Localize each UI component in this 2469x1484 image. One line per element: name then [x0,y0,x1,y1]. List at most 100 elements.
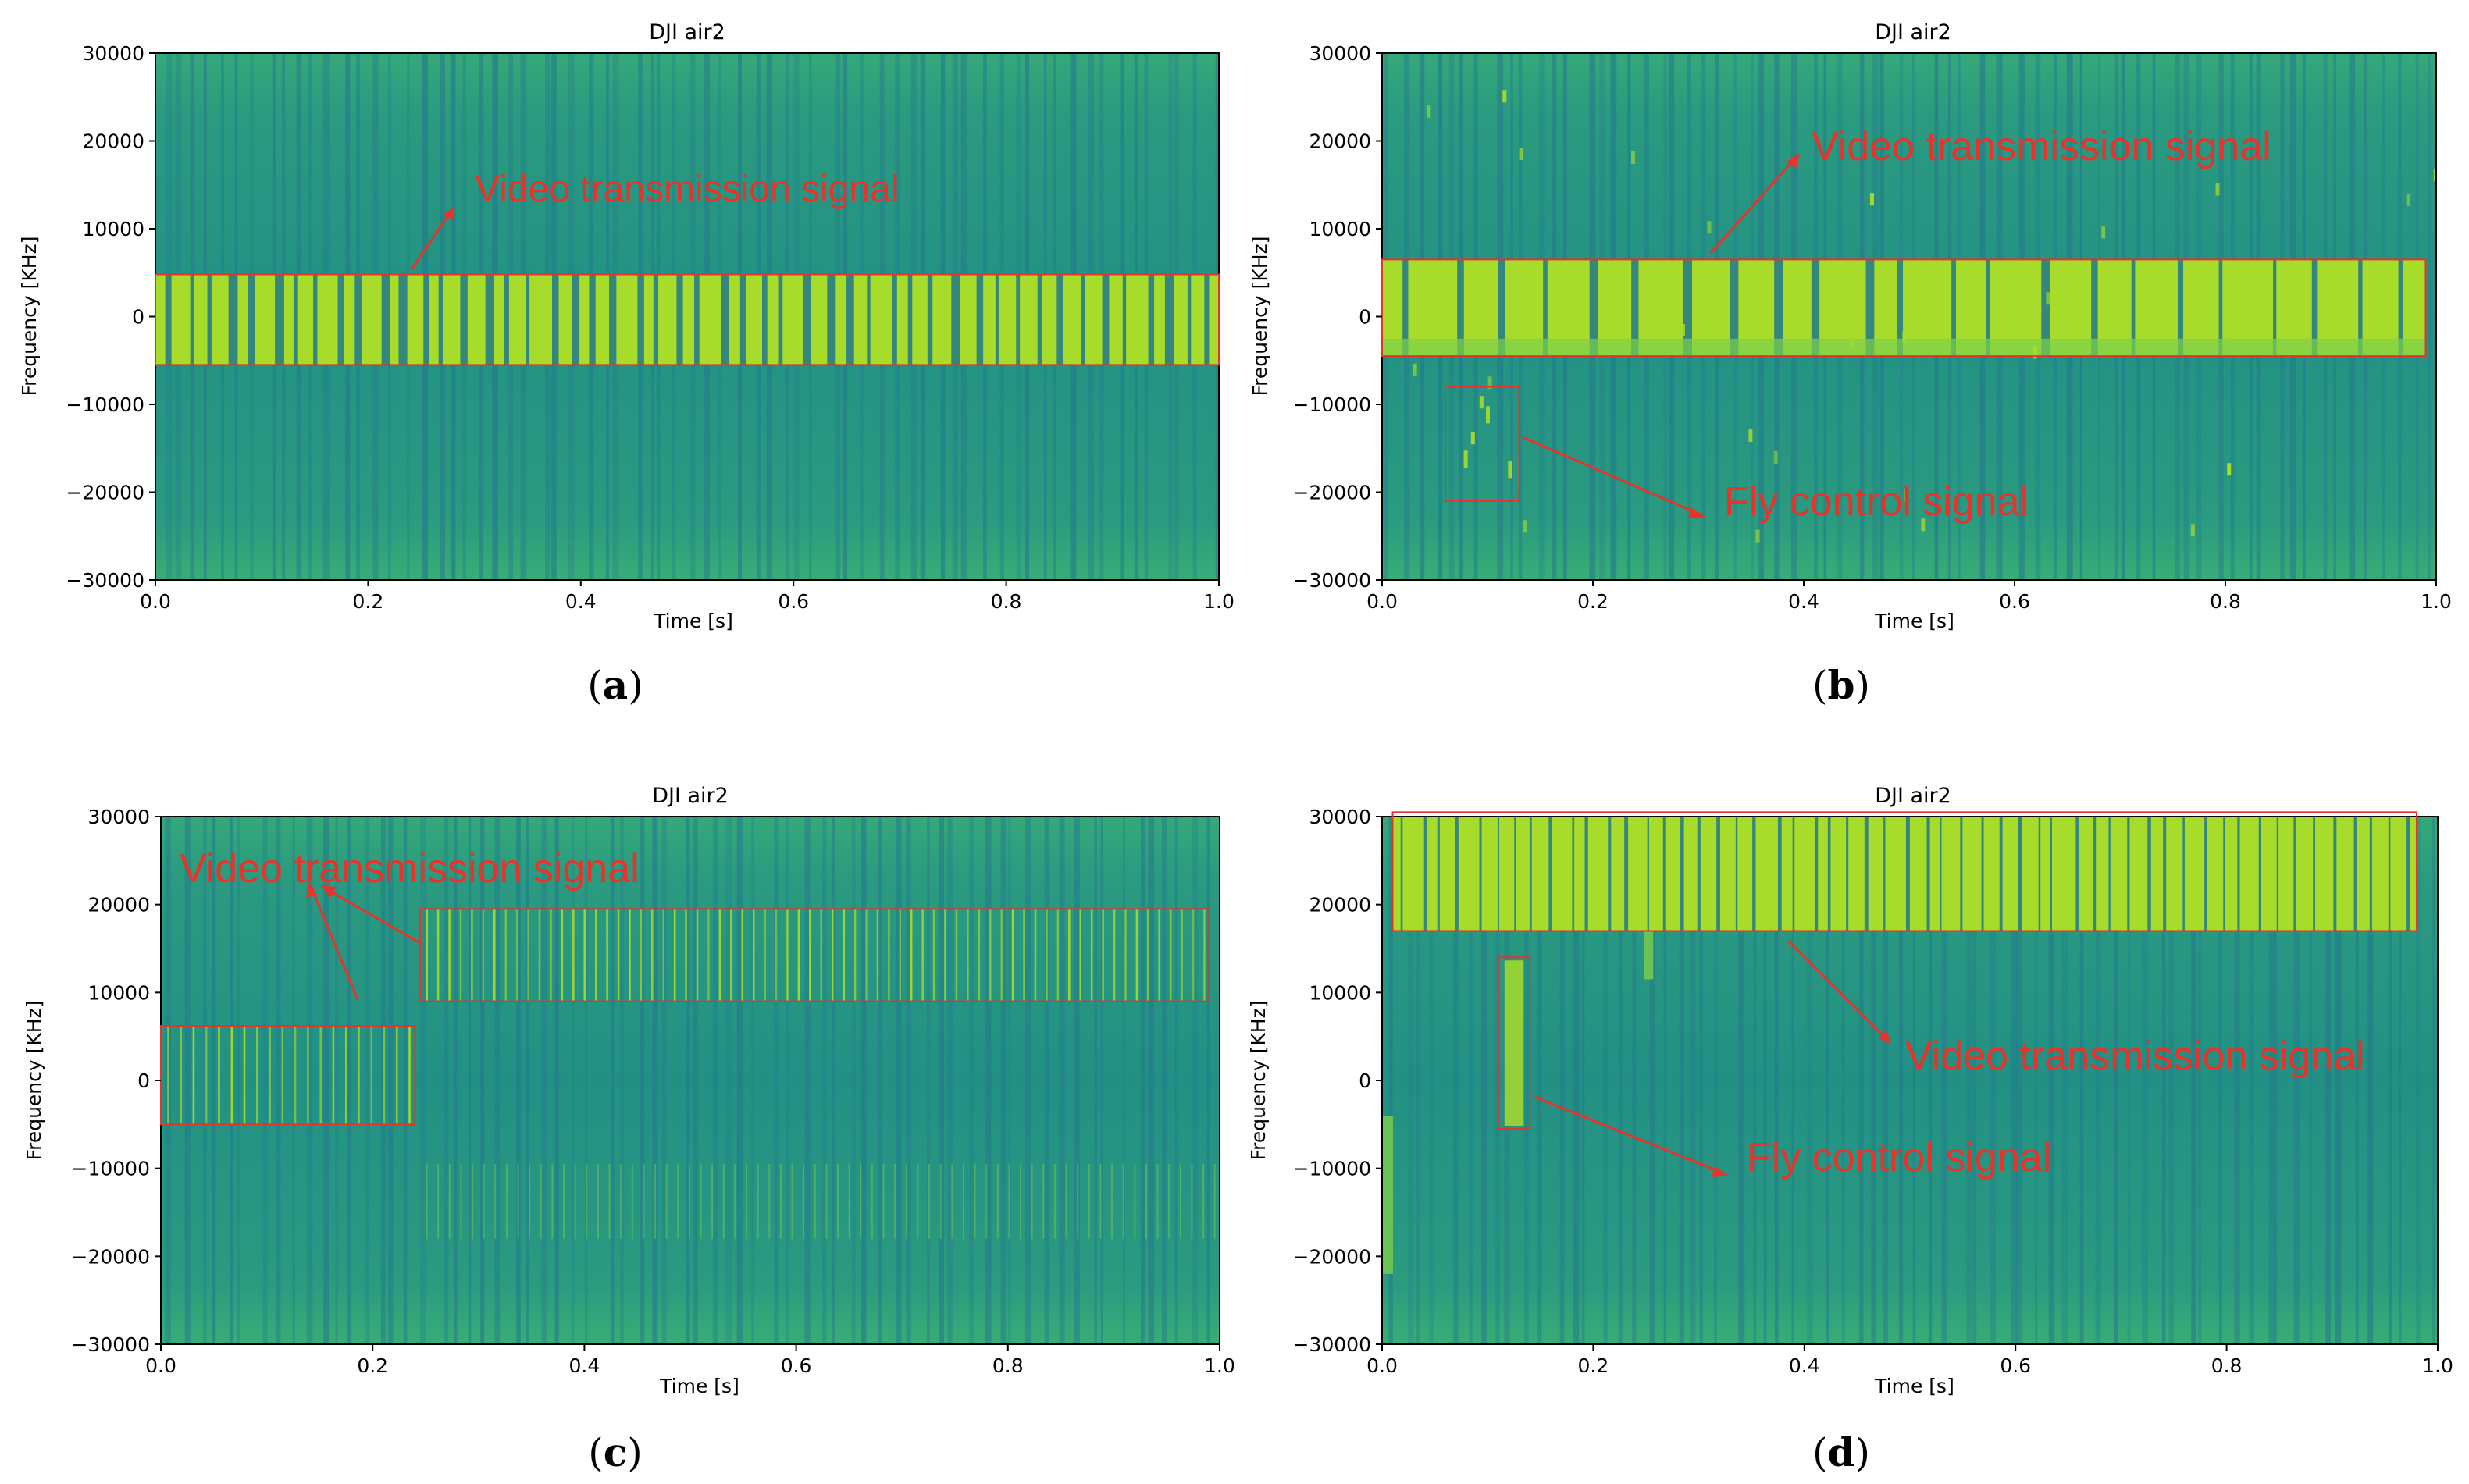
panel-c-lower-pulse [437,1164,440,1239]
panel-b-signal-gap [1543,259,1548,357]
panel-c-signal-pulse [831,909,834,1002]
panel-c-signal-pulse [370,1026,372,1125]
panel-c-signal-pulse [426,909,428,1002]
panel-d-bg-column [2309,817,2313,1344]
panel-c-lower-pulse [803,1164,805,1239]
panel-b-caption: (b) [1812,662,1870,708]
panel-c-bg-column [620,817,625,1344]
panel-a-signal-gap [693,274,700,365]
panel-c-signal-pulse [230,1026,233,1125]
panel-b-bright-dot [1413,363,1417,376]
panel-d-bg-column [2218,817,2222,1344]
panel-b-ytick-label: −20000 [1293,482,1371,504]
panel-c-signal-pulse [561,909,564,1002]
panel-c-signal-pulse [459,909,462,1002]
panel-a-signal-gap [676,274,683,365]
panel-b-signal-gap [2273,259,2277,357]
panel-d-bg-column [1841,817,1845,1344]
panel-d-x-ticks: 0.0 0.2 0.4 0.6 0.8 1.0 [1366,1344,2453,1377]
panel-c-signal-pulse [1046,909,1048,1002]
panel-b-signal-box-0 [1381,258,2427,358]
panel-b-bright-dot [2227,463,2232,476]
panel-c-lower-pulse [1134,1164,1136,1239]
panel-b-signal-gap [1985,259,1990,357]
panel-d-bg-column [1689,817,1696,1344]
panel-c-bg-column [454,817,458,1344]
panel-d-signal-gap [1735,817,1738,931]
panel-d-bg-column [2367,817,2374,1344]
panel-a-signal-gap [867,274,871,365]
panel-c-bg-column [786,817,789,1344]
panel-c-bg-column [832,817,835,1344]
panel-c-signal-pulse [853,909,857,1002]
panel-c-lower-pulse [962,1164,964,1239]
panel-d-bg-column [1581,817,1585,1344]
panel-c-bg-column [906,817,911,1344]
panel-d-signal-gap [2406,817,2410,931]
panel-b: DJI air2 Video transmission signal Fly c… [1249,20,2452,708]
panel-d-bg-column [1663,817,1667,1344]
panel-d-signal-gap [1940,817,1942,931]
panel-d-bg-column [2035,817,2038,1344]
panel-c-lower-pulse [905,1164,907,1239]
panel-d-bg-column [2048,817,2055,1344]
panel-d-signal-gap [2163,817,2167,931]
panel-c-signal-pulse [752,909,755,1002]
panel-d-signal-gap [1905,817,1910,931]
panel-d-arrowhead-fly [1712,1166,1729,1177]
panel-b-bright-dot [2033,346,2037,359]
panel-b-signal-edge [1382,338,2426,357]
panel-d-ytick-label: −10000 [1293,1158,1371,1180]
panel-b-bright-dot [1470,432,1475,445]
panel-c-lower-pulse [894,1164,896,1239]
panel-c-signal-pulse [629,909,631,1002]
panel-c-signal-pulse [1102,909,1104,1002]
panel-c-arrowhead-video-2 [320,885,336,898]
panel-c-signal-pulse [989,909,992,1002]
panel-d-signal-gap [1647,817,1649,931]
panel-d-arrow-video [1787,939,1887,1040]
panel-d-signal-gap [1981,817,1984,931]
panel-c-lower-pulse [529,1164,531,1239]
panel-c-signal-pulse [550,909,552,1002]
panel-c-xlabel: Time [s] [659,1375,739,1397]
panel-c-lower-pulse [768,1164,771,1239]
panel-c-bg-column [693,817,698,1344]
panel-c-signal-pulse [651,909,654,1002]
panel-c-bg-column [323,817,330,1344]
panel-b-xtick-label: 0.4 [1788,590,1819,613]
panel-c-signal-pulse [205,1026,208,1125]
panel-c-signal-pulse [955,909,958,1002]
panel-a-signal-gap [653,274,659,365]
panel-c-signal-pulse [448,909,451,1002]
panel-d-annotation-fly: Fly control signal [1747,1135,2051,1180]
panel-a-ytick-label: 20000 [82,130,144,153]
panel-c-signal-pulse [319,1026,322,1125]
panel-a-signal-gap [572,274,580,365]
panel-b-signal-gap [2091,259,2098,357]
panel-b-signal-gap [1865,259,1875,357]
panel-d-signal-gap [2204,817,2207,931]
panel-d-bg-column [2127,817,2131,1344]
panel-b-fly-burst [1485,406,1490,424]
panel-c-bg-column [184,817,191,1344]
panel-c-signal-pulse [482,909,485,1002]
panel-c-lower-pulse [985,1164,988,1239]
panel-a-signal-gap [721,274,729,365]
panel-c-signal-pulse [294,1026,297,1125]
panel-d-signal-gap [1437,817,1440,931]
panel-d-ytick-label: 10000 [1309,981,1371,1004]
panel-c-bg-column [1094,817,1098,1344]
panel-a-signal-gap [827,274,836,365]
panel-b-bright-dot [1755,529,1760,543]
panel-b-signal-marks [1382,90,2436,543]
panel-c-lower-pulse [951,1164,953,1239]
panel-c-xtick-label: 0.0 [145,1354,176,1377]
panel-d-bg-column [2234,817,2240,1344]
panel-b-plot [1382,53,2436,580]
panel-c-lower-pulse [631,1164,633,1239]
panel-a-signal-gap [1122,274,1127,365]
panel-c-signal-pulse [538,909,541,1002]
panel-c-bg-column [212,817,216,1344]
panel-c-lower-pulse [1042,1164,1045,1239]
